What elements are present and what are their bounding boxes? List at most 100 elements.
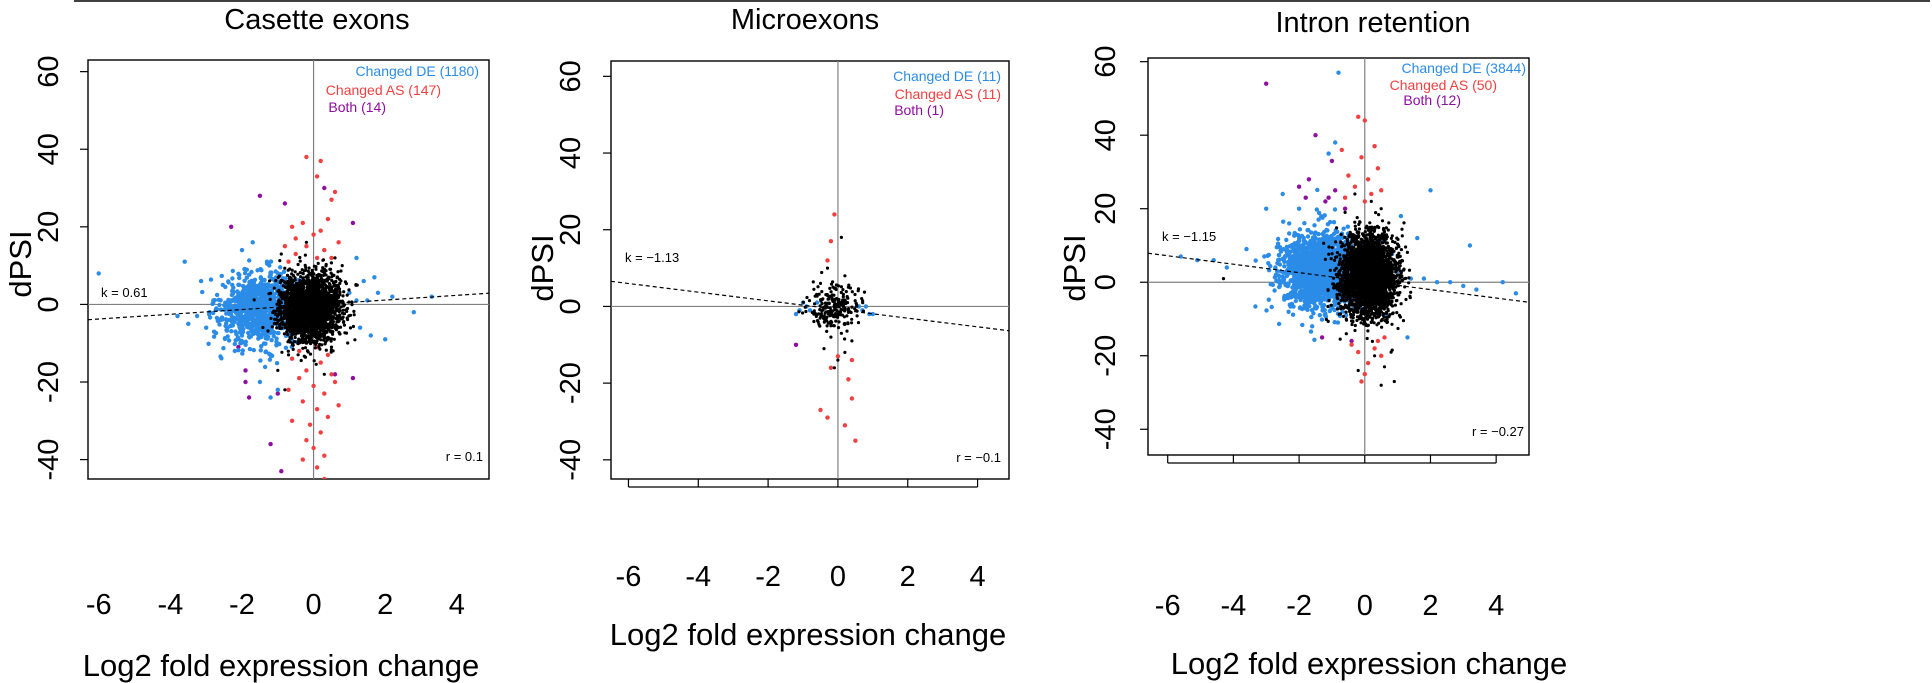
- point-as: [842, 423, 848, 428]
- point-other: [314, 306, 318, 310]
- point-other: [269, 316, 273, 320]
- point-other: [310, 268, 314, 272]
- point-de: [269, 337, 274, 343]
- point-other: [829, 282, 834, 286]
- point-other: [333, 326, 337, 330]
- point-other: [300, 333, 304, 337]
- point-other: [325, 338, 329, 342]
- point-other: [285, 330, 289, 334]
- point-other: [290, 311, 294, 315]
- point-as: [825, 258, 830, 263]
- point-de: [211, 298, 216, 303]
- point-other: [853, 299, 857, 303]
- point-other: [295, 324, 299, 328]
- point-other: [283, 298, 287, 302]
- point-other: [301, 294, 305, 298]
- point-both: [275, 391, 280, 396]
- point-other: [856, 321, 861, 325]
- point-other: [330, 273, 334, 277]
- point-other: [293, 300, 297, 304]
- point-other: [321, 258, 325, 262]
- point-de: [1319, 317, 1325, 322]
- point-other: [294, 308, 299, 312]
- point-other: [342, 290, 346, 294]
- x-tick-label: 0: [830, 561, 846, 593]
- point-other: [810, 310, 815, 315]
- point-both: [236, 344, 241, 350]
- point-de: [274, 361, 280, 366]
- series-both: [1264, 81, 1354, 344]
- point-both: [246, 395, 252, 400]
- point-other: [290, 327, 295, 331]
- point-other: [275, 326, 279, 330]
- point-de: [1345, 224, 1351, 229]
- point-other: [325, 304, 329, 308]
- point-other: [339, 269, 343, 273]
- point-other: [286, 301, 290, 305]
- point-other: [825, 315, 829, 319]
- point-both: [243, 368, 248, 373]
- point-de: [251, 284, 256, 289]
- point-as: [332, 379, 338, 385]
- point-other: [350, 303, 354, 307]
- point-other: [329, 261, 333, 265]
- point-de: [200, 289, 205, 295]
- point-other: [346, 341, 350, 345]
- point-as: [1356, 349, 1361, 355]
- point-other: [822, 347, 826, 351]
- point-other: [324, 283, 328, 287]
- point-other: [286, 333, 290, 337]
- point-as: [329, 197, 334, 202]
- point-de: [242, 278, 247, 283]
- point-other: [315, 292, 319, 296]
- point-de: [237, 272, 242, 278]
- point-other: [291, 347, 295, 351]
- point-other: [818, 281, 823, 285]
- point-other: [320, 309, 324, 313]
- point-other: [814, 314, 818, 318]
- point-other: [315, 283, 319, 287]
- point-de: [1318, 301, 1323, 306]
- point-other: [342, 323, 346, 327]
- point-de: [236, 336, 241, 342]
- point-de: [1300, 322, 1305, 328]
- point-both: [350, 375, 356, 381]
- point-other: [816, 320, 820, 324]
- point-other: [326, 306, 330, 310]
- point-de: [1253, 258, 1258, 263]
- point-other: [329, 348, 333, 352]
- point-other: [329, 315, 333, 319]
- point-other: [846, 322, 850, 326]
- point-de: [240, 289, 246, 294]
- point-other: [824, 310, 828, 314]
- plot-frame: [87, 59, 490, 480]
- point-other: [329, 321, 333, 325]
- point-other: [807, 299, 812, 303]
- point-de: [247, 258, 252, 263]
- point-both: [1303, 195, 1308, 200]
- point-other: [352, 309, 356, 313]
- point-other: [831, 324, 836, 328]
- point-de: [226, 280, 231, 285]
- point-as: [318, 430, 323, 435]
- point-de: [211, 334, 217, 339]
- point-as: [282, 244, 288, 249]
- point-other: [316, 261, 320, 265]
- point-de: [1327, 308, 1333, 314]
- point-other: [341, 294, 345, 298]
- point-both: [257, 193, 263, 198]
- point-other: [845, 329, 849, 333]
- point-de: [232, 296, 238, 301]
- point-as: [297, 348, 302, 354]
- point-de: [236, 297, 241, 302]
- point-other: [277, 303, 281, 307]
- point-other: [347, 288, 351, 292]
- point-as: [322, 391, 327, 396]
- point-other: [330, 285, 334, 289]
- point-other: [323, 289, 327, 293]
- point-both: [1342, 206, 1348, 211]
- point-other: [316, 301, 320, 305]
- point-de: [368, 333, 373, 338]
- point-other: [320, 343, 324, 347]
